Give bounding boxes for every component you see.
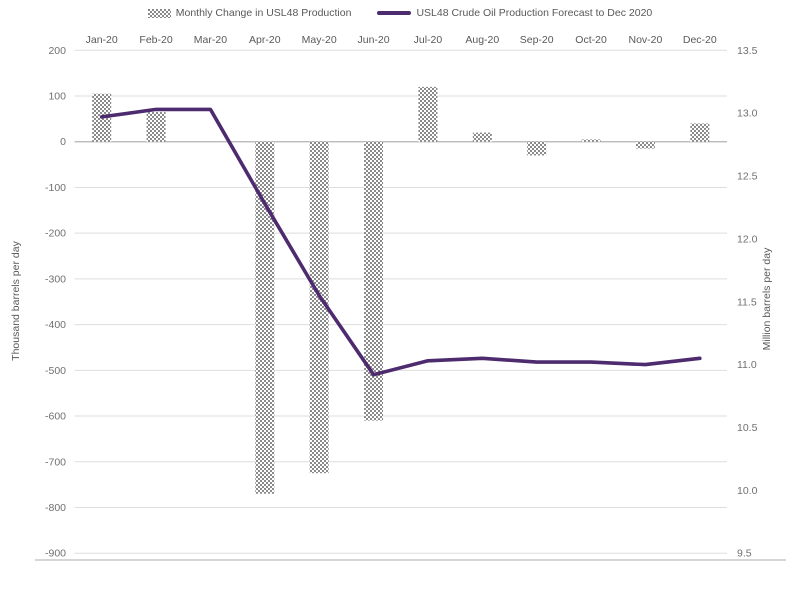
left-axis-tick-label: -800 [45,502,66,514]
left-axis-title: Thousand barrels per day [10,240,22,360]
line-swatch-icon [377,11,412,15]
x-axis-label: Nov-20 [629,34,663,46]
x-axis-label: May-20 [302,34,337,46]
left-axis-tick-label: 100 [48,91,66,103]
left-axis-tick-label: 0 [60,136,66,148]
right-axis-tick-label: 9.5 [737,548,752,560]
x-axis-label: Feb-20 [139,34,172,46]
left-axis-tick-label: -700 [45,456,66,468]
legend-item-forecast-line: USL48 Crude Oil Production Forecast to D… [377,7,652,19]
right-axis-tick-label: 11.5 [737,296,757,308]
x-axis-label: Aug-20 [465,34,499,46]
x-axis-label: Jun-20 [358,34,390,46]
bar-monthly-change [472,132,492,142]
left-axis-tick-label: -500 [45,365,66,377]
left-axis-tick-label: -400 [45,319,66,331]
bar-monthly-change [690,123,710,142]
right-axis-tick-label: 13.0 [737,108,758,120]
legend: Monthly Change in USL48 Production USL48… [0,7,800,19]
left-axis-tick-label: 200 [48,45,66,57]
left-axis-tick-label: -300 [45,273,66,285]
x-axis-label: Apr-20 [249,34,281,46]
bar-monthly-change [364,141,384,421]
x-axis-label: Jan-20 [86,34,118,46]
x-axis-label: Dec-20 [683,34,717,46]
right-axis-tick-label: 11.0 [737,359,757,371]
legend-label-monthly-change: Monthly Change in USL48 Production [175,7,352,19]
bar-monthly-change [581,139,601,142]
left-axis-tick-label: -200 [45,228,66,240]
x-axis-label: Mar-20 [194,34,227,46]
legend-item-monthly-change: Monthly Change in USL48 Production [147,7,352,19]
bar-monthly-change [418,86,438,142]
right-axis-tick-label: 10.0 [737,485,758,497]
right-axis-tick-label: 12.5 [737,171,758,183]
bar-monthly-change [309,141,329,474]
bar-monthly-change [255,141,275,494]
right-axis-tick-label: 13.5 [737,45,758,57]
left-axis-tick-label: -900 [45,548,66,560]
left-axis-tick-label: -600 [45,411,66,423]
forecast-line [99,107,702,377]
bar-monthly-change [635,141,655,149]
bar-pattern-swatch-icon [147,8,171,18]
x-axis-label: Sep-20 [520,34,554,46]
x-axis-label: Oct-20 [575,34,607,46]
legend-label-forecast-line: USL48 Crude Oil Production Forecast to D… [416,7,653,19]
bar-monthly-change [527,141,547,156]
right-axis-tick-label: 10.5 [737,422,758,434]
bar-monthly-change [146,112,166,142]
x-axis-label: Jul-20 [414,34,443,46]
left-axis-tick-label: -100 [45,182,66,194]
right-axis-tick-label: 12.0 [737,233,758,245]
right-axis-title: Million barrels per day [761,247,773,350]
